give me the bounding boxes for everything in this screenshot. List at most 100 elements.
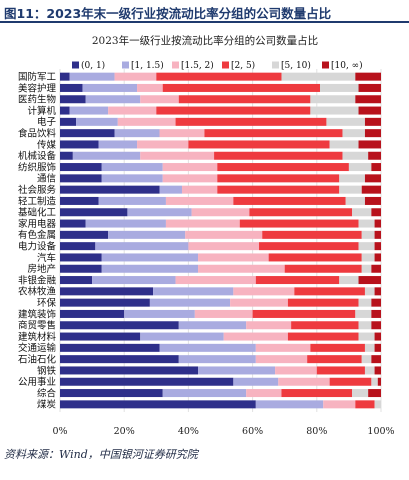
bar-segment [371, 321, 381, 330]
x-tick-label-3: 60% [242, 426, 263, 437]
bar-segment [268, 253, 362, 262]
bar-segment [137, 83, 163, 92]
bar-segment [374, 400, 381, 409]
bar-segment [82, 83, 138, 92]
bar-segment [326, 117, 365, 126]
bar-segment [294, 287, 365, 296]
legend-swatch-6 [322, 61, 329, 69]
bar-segment [342, 151, 369, 160]
bar-segment [127, 208, 192, 217]
bar-segment [159, 343, 256, 352]
bar-segment [108, 106, 157, 115]
figure-header: 图11：2023年末一级行业按流动比率分组的公司数量占比 [0, 0, 409, 24]
bar-row [60, 366, 381, 375]
bar-segment [348, 163, 372, 172]
bar-segment [316, 366, 365, 375]
category-label: 石油石化 [18, 353, 57, 365]
bar-segment [310, 106, 359, 115]
bar-segment [371, 264, 381, 273]
bar-segment [178, 355, 256, 364]
bar-segment [165, 196, 234, 205]
bar-segment [60, 72, 70, 81]
bar-row [60, 208, 381, 217]
bar-row [60, 174, 381, 183]
bar-segment [259, 242, 359, 251]
bar-row [60, 151, 381, 160]
category-label: 机械设备 [18, 150, 57, 162]
bars [60, 72, 381, 409]
bar-segment [361, 185, 381, 194]
bar-segment [371, 208, 381, 217]
bar-segment [374, 366, 381, 375]
bar-segment [361, 264, 372, 273]
bar-segment [374, 230, 381, 239]
x-tick-label-2: 40% [178, 426, 199, 437]
bar-segment [246, 389, 282, 398]
bar-row [60, 219, 381, 228]
category-label: 农林牧渔 [18, 286, 57, 298]
bar-segment [60, 230, 109, 239]
bar-segment [198, 366, 276, 375]
category-label: 社会服务 [18, 184, 57, 196]
bar-segment [358, 298, 372, 307]
bar-segment [60, 140, 99, 149]
stacked-bar-chart: 2023年一级行业按流动比率分组的公司数量占比 (0, 1) [1, 1.5) [1… [18, 34, 395, 437]
bar-segment [291, 321, 359, 330]
bar-segment [233, 196, 346, 205]
bar-row [60, 129, 381, 138]
chart-legend: (0, 1) [1, 1.5) [1.5, 2) [2, 5) [5, 10) [10, … [72, 60, 363, 71]
legend-label-1: (0, 1) [81, 60, 105, 71]
bar-segment [281, 72, 356, 81]
category-label: 轻工制造 [18, 195, 57, 207]
bar-segment [374, 332, 381, 341]
bar-segment [255, 355, 308, 364]
bar-row [60, 117, 381, 126]
category-labels: 国防军工美容护理医药生物计算机电子食品饮料传媒机械设备纺织服饰通信社会服务轻工制… [18, 71, 57, 411]
bar-segment [153, 287, 234, 296]
bar-segment [368, 389, 381, 398]
bar-segment [223, 332, 288, 341]
legend-swatch-3 [172, 61, 179, 69]
bar-segment [188, 242, 260, 251]
category-label: 家用电器 [18, 218, 57, 230]
bar-segment [361, 253, 375, 262]
bar-segment [60, 163, 102, 172]
bar-row [60, 230, 381, 239]
bar-segment [159, 129, 205, 138]
category-label: 传媒 [37, 139, 57, 151]
category-label: 公用事业 [18, 376, 56, 388]
bar-segment [162, 83, 321, 92]
legend-label-6: [10, ∞) [331, 60, 363, 71]
bar-segment [60, 377, 234, 386]
bar-segment [217, 163, 349, 172]
category-label: 房地产 [27, 263, 56, 275]
bar-segment [278, 377, 330, 386]
bar-row [60, 298, 381, 307]
bar-segment [60, 332, 141, 341]
bar-segment [230, 298, 288, 307]
bar-row [60, 309, 381, 318]
bar-segment [255, 276, 340, 285]
bar-segment [114, 72, 157, 81]
bar-segment [162, 389, 247, 398]
bar-segment [364, 366, 375, 375]
bar-segment [101, 163, 163, 172]
bar-segment [198, 264, 285, 273]
bar-segment [194, 309, 253, 318]
bar-segment [60, 196, 99, 205]
bar-segment [217, 174, 340, 183]
bar-segment [358, 321, 372, 330]
bar-row [60, 140, 381, 149]
bar-segment [60, 400, 256, 409]
legend-swatch-2 [122, 61, 129, 69]
bar-segment [60, 174, 102, 183]
bar-segment [358, 276, 381, 285]
bar-segment [358, 106, 381, 115]
category-label: 环保 [37, 297, 57, 309]
bar-segment [185, 230, 263, 239]
bar-segment [355, 400, 375, 409]
chart-title: 2023年一级行业按流动比率分组的公司数量占比 [92, 34, 318, 47]
bar-segment [101, 264, 199, 273]
legend-label-2: [1, 1.5) [131, 60, 164, 71]
category-label: 非银金融 [18, 274, 57, 286]
